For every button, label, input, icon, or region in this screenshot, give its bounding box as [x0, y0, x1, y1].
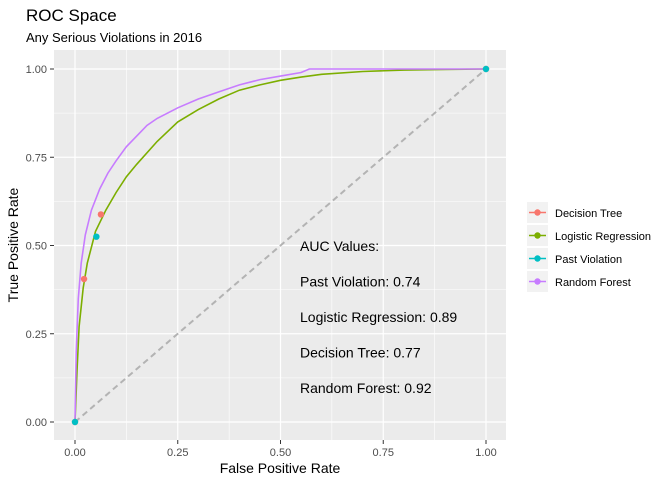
x-tick-label: 0.75	[373, 447, 394, 459]
legend-key-dot	[534, 209, 541, 216]
chart-subtitle: Any Serious Violations in 2016	[26, 30, 202, 45]
x-axis-ticks: 0.00 0.25 0.50 0.75 1.00	[64, 440, 497, 459]
legend-label: Random Forest	[555, 277, 631, 289]
legend-item-decision-tree: Decision Tree	[527, 202, 622, 223]
y-axis-label: True Positive Rate	[5, 187, 21, 302]
legend-key-dot	[534, 278, 541, 285]
random-forest-curve	[74, 68, 486, 423]
y-tick-label: 0.25	[26, 329, 47, 341]
y-axis-ticks: 0.00 0.25 0.50 0.75 1.00	[26, 64, 54, 429]
series-layer	[71, 65, 490, 426]
auc-annotation: Decision Tree: 0.77	[300, 345, 421, 361]
decision-tree-point	[97, 211, 105, 218]
past-violation-point	[71, 418, 79, 426]
legend-item-random-forest: Random Forest	[527, 271, 631, 292]
auc-annotation: Logistic Regression: 0.89	[300, 309, 457, 325]
y-tick-label: 1.00	[26, 64, 47, 76]
y-tick-label: 0.50	[26, 241, 47, 253]
past-violation-point	[482, 65, 490, 73]
reference-diagonal	[74, 68, 487, 423]
auc-annotation: Past Violation: 0.74	[300, 274, 421, 290]
legend-key-dot	[534, 232, 541, 239]
decision-tree-point	[80, 275, 88, 283]
legend-key-dot	[534, 255, 541, 262]
x-axis-label: False Positive Rate	[220, 460, 341, 476]
logistic-regression-curve	[74, 68, 487, 423]
legend-item-logistic-regression: Logistic Regression	[527, 225, 651, 246]
auc-annotation: AUC Values:	[300, 238, 379, 254]
legend-label: Logistic Regression	[555, 231, 651, 243]
legend-label: Past Violation	[555, 254, 622, 266]
legend: Decision Tree Logistic Regression Past Vio…	[527, 202, 651, 292]
x-tick-label: 0.50	[270, 447, 291, 459]
legend-item-past-violation: Past Violation	[527, 248, 622, 269]
x-tick-label: 0.25	[167, 447, 188, 459]
diagonal-reference-line	[74, 68, 487, 423]
legend-label: Decision Tree	[555, 208, 622, 220]
past-violation-point	[93, 233, 100, 240]
y-tick-label: 0.00	[26, 417, 47, 429]
chart-title: ROC Space	[26, 6, 117, 25]
auc-annotations: AUC Values: Past Violation: 0.74 Logistic …	[300, 238, 457, 396]
x-tick-label: 0.00	[64, 447, 85, 459]
auc-annotation: Random Forest: 0.92	[300, 380, 432, 396]
y-tick-label: 0.75	[26, 152, 47, 164]
x-tick-label: 1.00	[475, 447, 496, 459]
